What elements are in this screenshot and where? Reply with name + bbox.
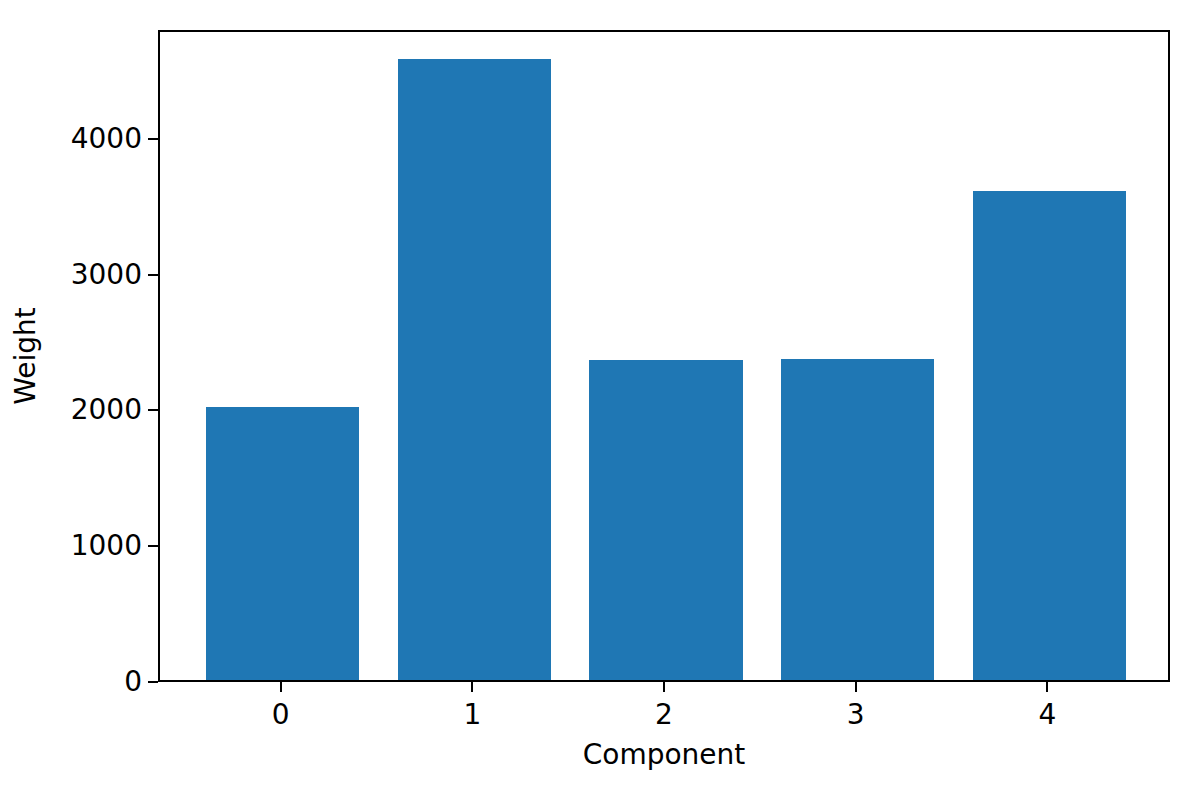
y-tick-label: 1000 bbox=[0, 529, 142, 563]
bars-layer bbox=[160, 32, 1168, 680]
bar-component-1 bbox=[398, 59, 551, 680]
bar-component-3 bbox=[781, 359, 934, 680]
y-tick-mark bbox=[148, 138, 158, 140]
y-tick-label: 3000 bbox=[0, 258, 142, 292]
y-axis-label: Weight bbox=[9, 307, 43, 405]
x-tick-label: 4 bbox=[1038, 698, 1056, 732]
plot-area bbox=[158, 30, 1170, 682]
x-tick-mark bbox=[471, 682, 473, 692]
bar-component-2 bbox=[589, 360, 742, 680]
y-tick-mark bbox=[148, 274, 158, 276]
x-tick-mark bbox=[855, 682, 857, 692]
y-tick-label: 0 bbox=[0, 665, 142, 699]
x-tick-label: 0 bbox=[272, 698, 290, 732]
y-tick-label: 4000 bbox=[0, 122, 142, 156]
y-tick-mark bbox=[148, 545, 158, 547]
x-tick-mark bbox=[1046, 682, 1048, 692]
x-tick-label: 2 bbox=[655, 698, 673, 732]
y-tick-mark bbox=[148, 681, 158, 683]
x-axis-label: Component bbox=[158, 738, 1170, 772]
x-tick-label: 1 bbox=[463, 698, 481, 732]
x-tick-label: 3 bbox=[847, 698, 865, 732]
y-tick-mark bbox=[148, 409, 158, 411]
bar-component-4 bbox=[973, 191, 1126, 680]
bar-component-0 bbox=[206, 407, 359, 680]
x-tick-mark bbox=[280, 682, 282, 692]
bar-chart-figure: 0123401000200030004000 Component Weight bbox=[0, 0, 1200, 800]
x-tick-mark bbox=[663, 682, 665, 692]
